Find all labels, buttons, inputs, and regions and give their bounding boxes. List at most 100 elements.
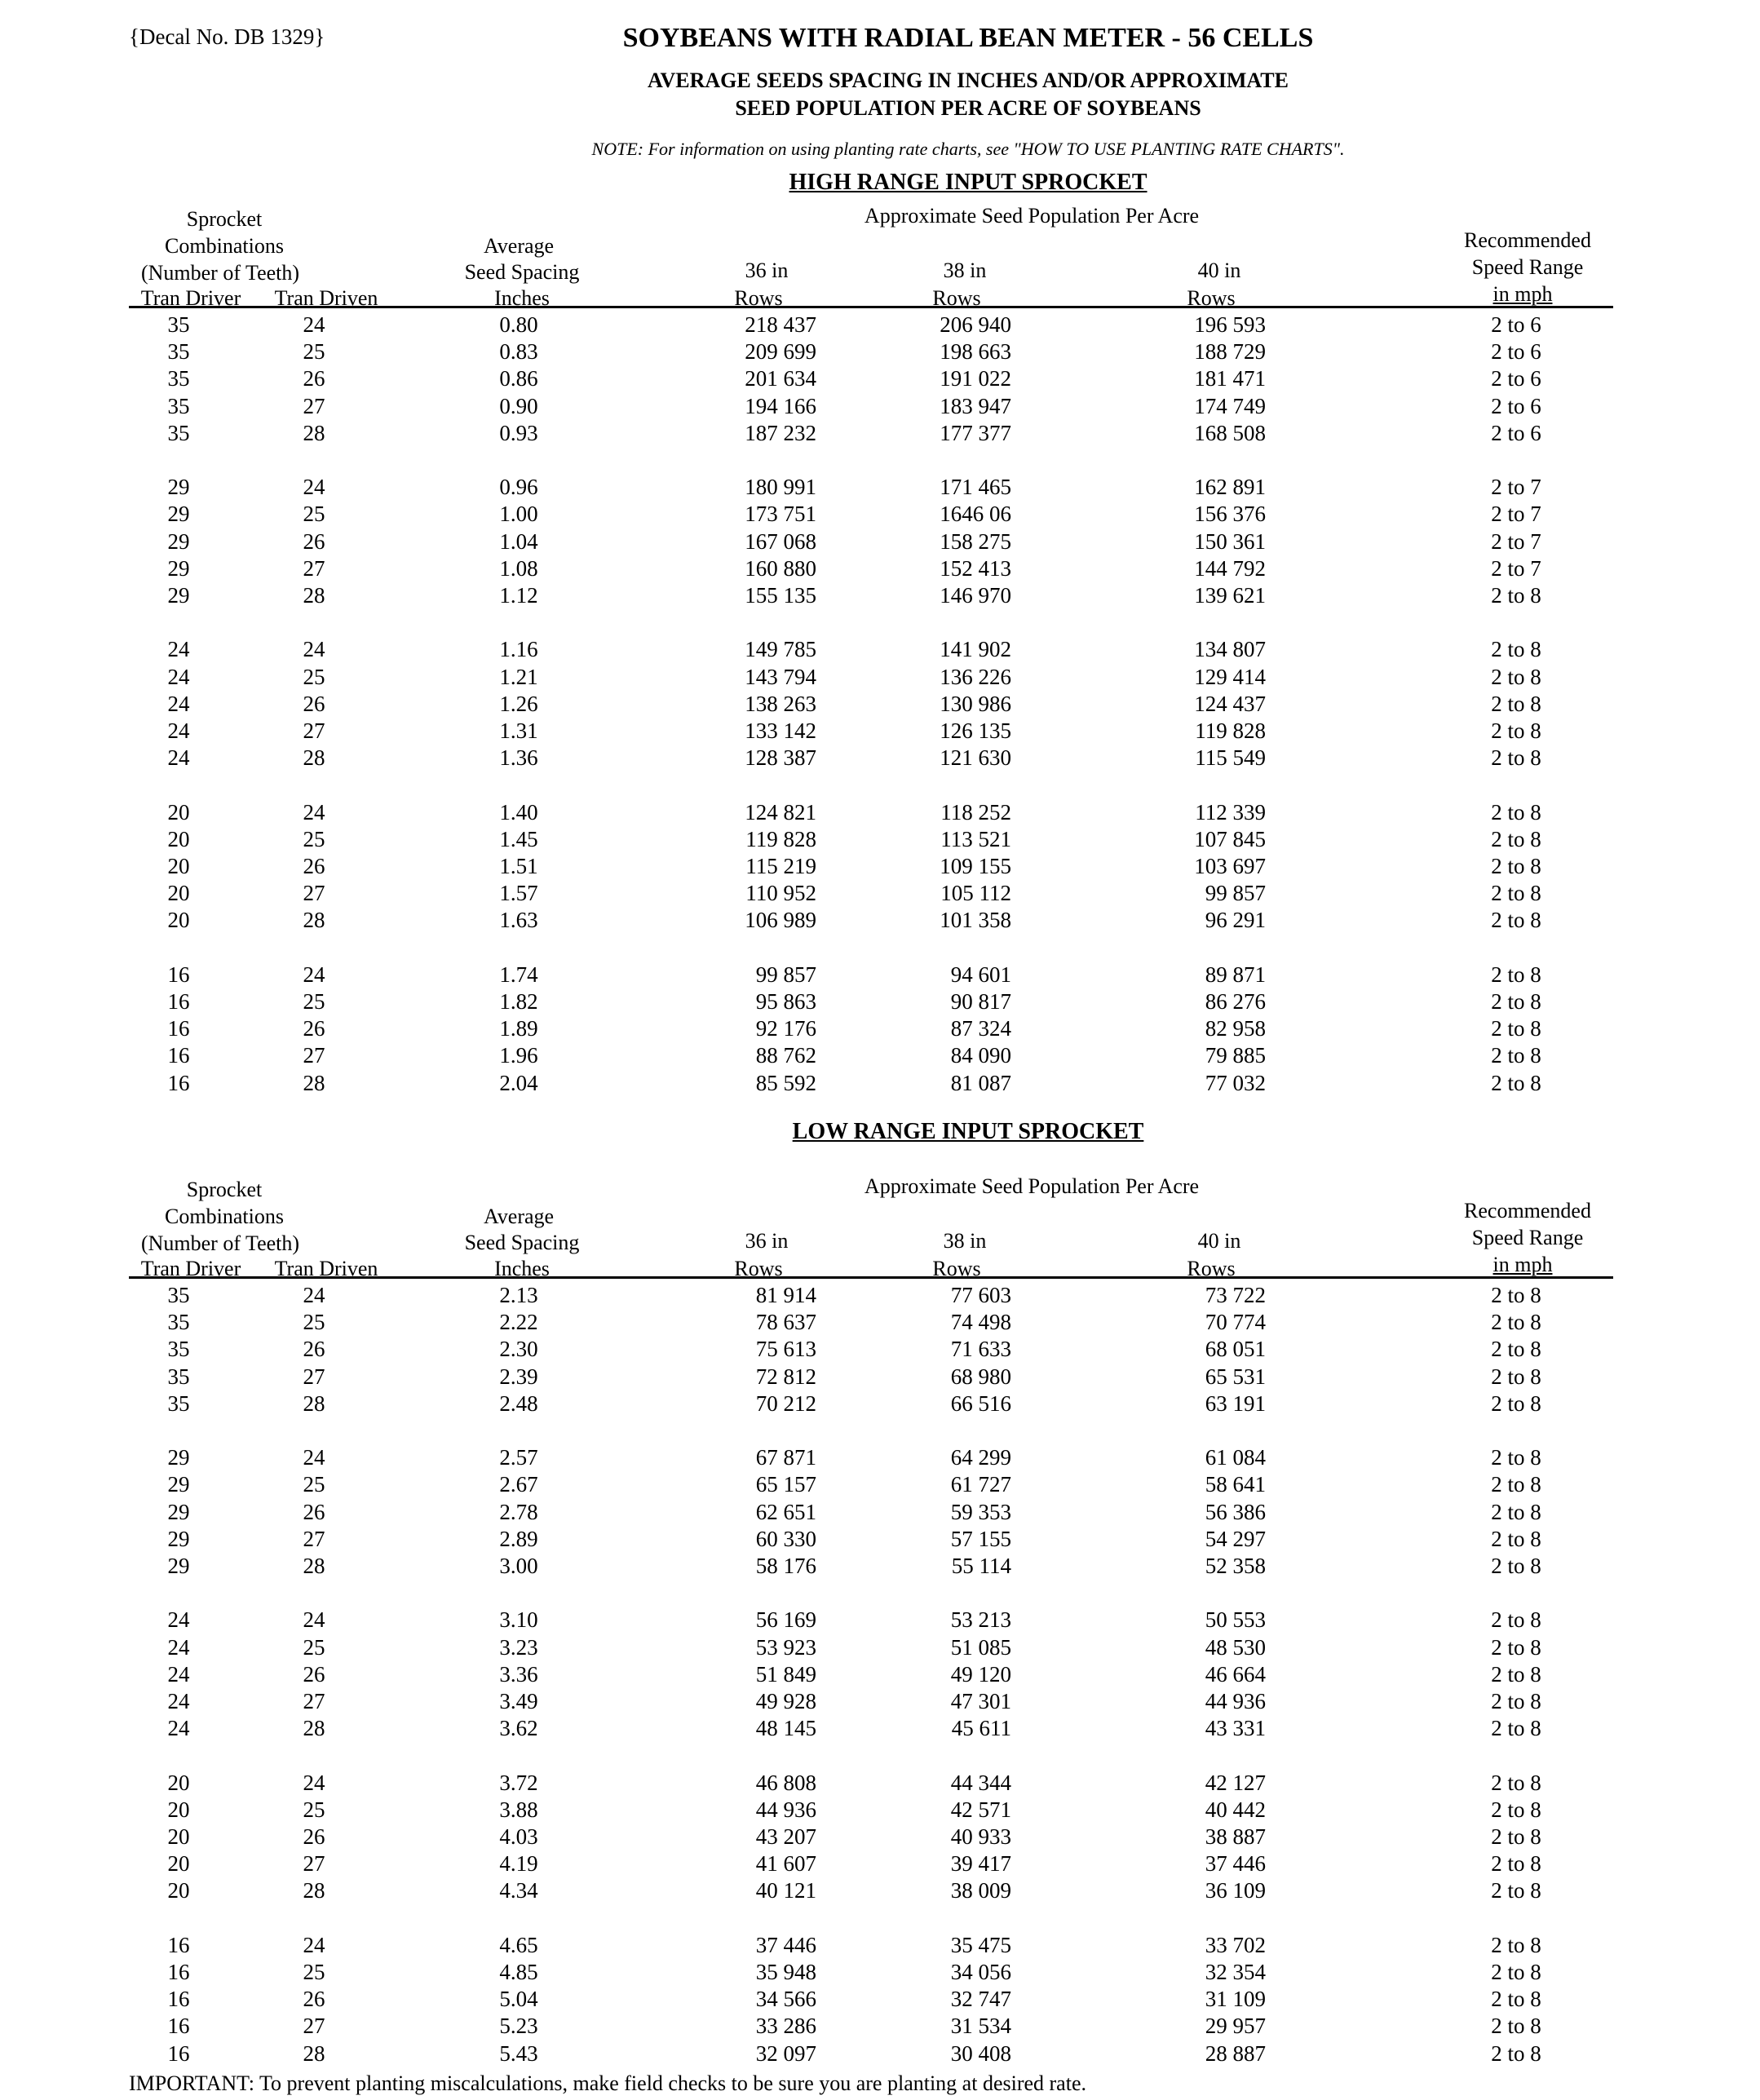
cell-pop-40in: 44 936 [1205,1689,1266,1713]
cell-pop-36in: 32 097 [755,2040,816,2066]
cell-tran-driven: 28 [303,1070,325,1095]
cell-speed-range: 2 to 8 [1491,1987,1541,2012]
cell-seed-spacing: 2.48 [499,1390,538,1416]
cell-tran-driver: 29 [167,528,190,554]
header-rule [129,1276,1613,1279]
cell-pop-38in: 101 358 [940,908,1011,933]
cell-tran-driven: 24 [303,1607,325,1633]
cell-tran-driver: 16 [167,1960,190,1984]
cell-pop-38in: 45 611 [951,1716,1011,1741]
cell-speed-range: 2 to 8 [1491,583,1541,608]
cell-tran-driver: 20 [167,1797,190,1822]
cell-speed-range: 2 to 8 [1491,1445,1541,1470]
cell-seed-spacing: 0.80 [499,312,538,337]
cell-pop-40in: 33 702 [1205,1932,1266,1957]
cell-tran-driver: 16 [167,2014,190,2039]
cell-tran-driver: 16 [167,1987,190,2012]
cell-pop-36in: 51 849 [755,1661,816,1687]
cell-tran-driver: 20 [167,1878,190,1903]
cell-pop-36in: 119 828 [745,826,816,851]
cell-pop-36in: 41 607 [755,1851,816,1877]
subtitle-line-1: AVERAGE SEEDS SPACING IN INCHES AND/OR A… [648,69,1289,92]
cell-pop-36in: 65 157 [755,1472,816,1497]
cell-tran-driver: 16 [167,962,190,987]
cell-pop-38in: 53 213 [950,1607,1011,1633]
cell-pop-40in: 61 084 [1205,1445,1266,1470]
cell-pop-38in: 44 344 [950,1770,1011,1795]
cell-seed-spacing: 1.26 [499,691,538,716]
header-40in: 40 in [1197,259,1241,282]
cell-pop-36in: 173 751 [745,502,816,527]
cell-speed-range: 2 to 6 [1491,312,1541,337]
cell-speed-range: 2 to 8 [1491,1661,1541,1687]
cell-tran-driven: 26 [303,1661,325,1687]
cell-tran-driver: 29 [167,502,190,527]
cell-speed-range: 2 to 8 [1491,1689,1541,1713]
cell-tran-driven: 25 [303,1797,325,1822]
cell-pop-38in: 109 155 [940,854,1011,878]
cell-pop-38in: 47 301 [950,1689,1011,1713]
cell-tran-driver: 16 [167,1043,190,1068]
cell-pop-36in: 35 948 [755,1960,816,1984]
cell-speed-range: 2 to 8 [1491,1960,1541,1984]
header-recommended: Recommended [1464,1199,1591,1222]
cell-seed-spacing: 5.43 [499,2040,538,2066]
cell-speed-range: 2 to 8 [1491,1499,1541,1524]
cell-pop-40in: 31 109 [1205,1987,1266,2012]
cell-pop-38in: 30 408 [950,2040,1011,2066]
cell-pop-40in: 150 361 [1194,528,1266,554]
cell-speed-range: 2 to 8 [1491,1554,1541,1578]
cell-speed-range: 2 to 8 [1491,718,1541,743]
cell-speed-range: 2 to 8 [1491,745,1541,771]
cell-pop-38in: 81 087 [950,1070,1011,1095]
cell-tran-driven: 24 [303,1932,325,1957]
cell-pop-40in: 52 358 [1205,1554,1266,1578]
cell-seed-spacing: 1.89 [499,1016,538,1041]
cell-pop-40in: 73 722 [1205,1283,1266,1307]
cell-pop-38in: 51 085 [950,1634,1011,1660]
cell-tran-driven: 25 [303,339,325,365]
cell-tran-driven: 26 [303,691,325,716]
cell-pop-36in: 48 145 [755,1716,816,1741]
cell-seed-spacing: 2.30 [499,1337,538,1362]
cell-speed-range: 2 to 8 [1491,1851,1541,1877]
cell-pop-40in: 77 032 [1205,1070,1266,1095]
cell-tran-driver: 20 [167,799,190,825]
cell-tran-driven: 26 [303,1016,325,1041]
cell-tran-driver: 20 [167,1851,190,1877]
cell-seed-spacing: 1.96 [499,1043,538,1068]
cell-pop-36in: 43 207 [755,1824,816,1849]
cell-tran-driven: 27 [303,1364,325,1389]
header-average: Average [483,234,555,258]
cell-seed-spacing: 1.12 [499,583,538,608]
cell-seed-spacing: 1.74 [499,962,538,987]
cell-seed-spacing: 2.67 [499,1472,538,1497]
cell-speed-range: 2 to 6 [1491,393,1541,418]
cell-pop-40in: 40 442 [1205,1797,1266,1822]
cell-tran-driven: 25 [303,1472,325,1497]
cell-pop-38in: 35 475 [950,1932,1011,1957]
cell-seed-spacing: 2.78 [499,1499,538,1524]
note-text: NOTE: For information on using planting … [591,139,1345,159]
cell-pop-40in: 174 749 [1194,393,1266,418]
decal-number: {Decal No. DB 1329} [129,24,325,49]
cell-speed-range: 2 to 8 [1491,1526,1541,1551]
cell-pop-38in: 49 120 [950,1661,1011,1687]
cell-pop-38in: 146 970 [940,583,1011,608]
cell-seed-spacing: 2.04 [499,1070,538,1095]
cell-tran-driver: 29 [167,1472,190,1497]
cell-tran-driven: 28 [303,1878,325,1903]
cell-seed-spacing: 2.57 [499,1445,538,1470]
cell-tran-driver: 29 [167,583,190,608]
cell-tran-driver: 35 [167,1390,190,1416]
cell-tran-driver: 20 [167,1824,190,1849]
cell-pop-36in: 180 991 [745,475,816,500]
cell-pop-40in: 168 508 [1194,420,1266,445]
cell-pop-36in: 56 169 [755,1607,816,1633]
cell-tran-driver: 35 [167,1283,190,1307]
cell-pop-40in: 82 958 [1205,1016,1266,1041]
cell-tran-driver: 16 [167,989,190,1014]
cell-pop-36in: 37 446 [755,1932,816,1957]
cell-pop-38in: 126 135 [940,718,1011,743]
cell-pop-38in: 183 947 [940,393,1011,418]
